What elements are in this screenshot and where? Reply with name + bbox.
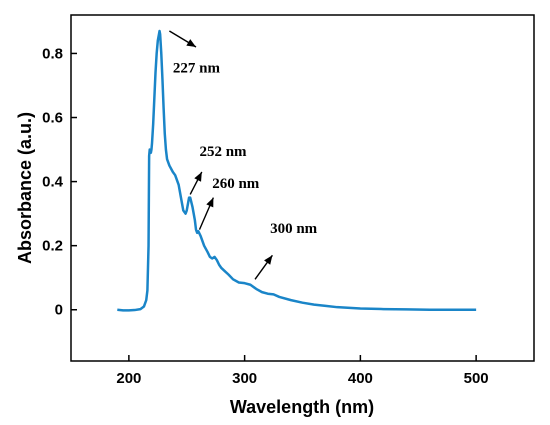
y-tick-label: 0.2	[42, 238, 63, 255]
annotation-label: 227 nm	[173, 61, 221, 77]
annotation-label: 252 nm	[199, 144, 247, 160]
x-tick-label: 200	[116, 370, 141, 387]
annotation-arrow-head	[264, 255, 273, 265]
y-axis-ticks: 0 0.2 0.4 0.6 0.8	[42, 45, 77, 319]
annotation-arrow-head	[194, 171, 202, 182]
annotation-arrow-head	[206, 197, 214, 208]
y-axis-title: Absorbance (a.u.)	[15, 112, 35, 264]
x-tick-label: 500	[464, 370, 489, 387]
x-tick-label: 400	[348, 370, 373, 387]
annotation-label: 260 nm	[212, 176, 260, 192]
x-axis-title: Wavelength (nm)	[230, 397, 374, 417]
plot-frame	[70, 14, 535, 362]
absorbance-series-line	[117, 29, 477, 312]
annotation-arrow-head	[186, 39, 197, 48]
peak-annotations: 227 nm 252 nm 260 nm 300 nm	[169, 30, 318, 280]
y-tick-label: 0.4	[42, 174, 64, 191]
x-tick-label: 300	[232, 370, 257, 387]
x-axis-ticks: 200 300 400 500	[116, 355, 489, 387]
y-tick-label: 0	[55, 302, 63, 319]
y-tick-label: 0.8	[42, 45, 63, 62]
y-tick-label: 0.6	[42, 110, 63, 127]
annotation-label: 300 nm	[270, 221, 318, 237]
